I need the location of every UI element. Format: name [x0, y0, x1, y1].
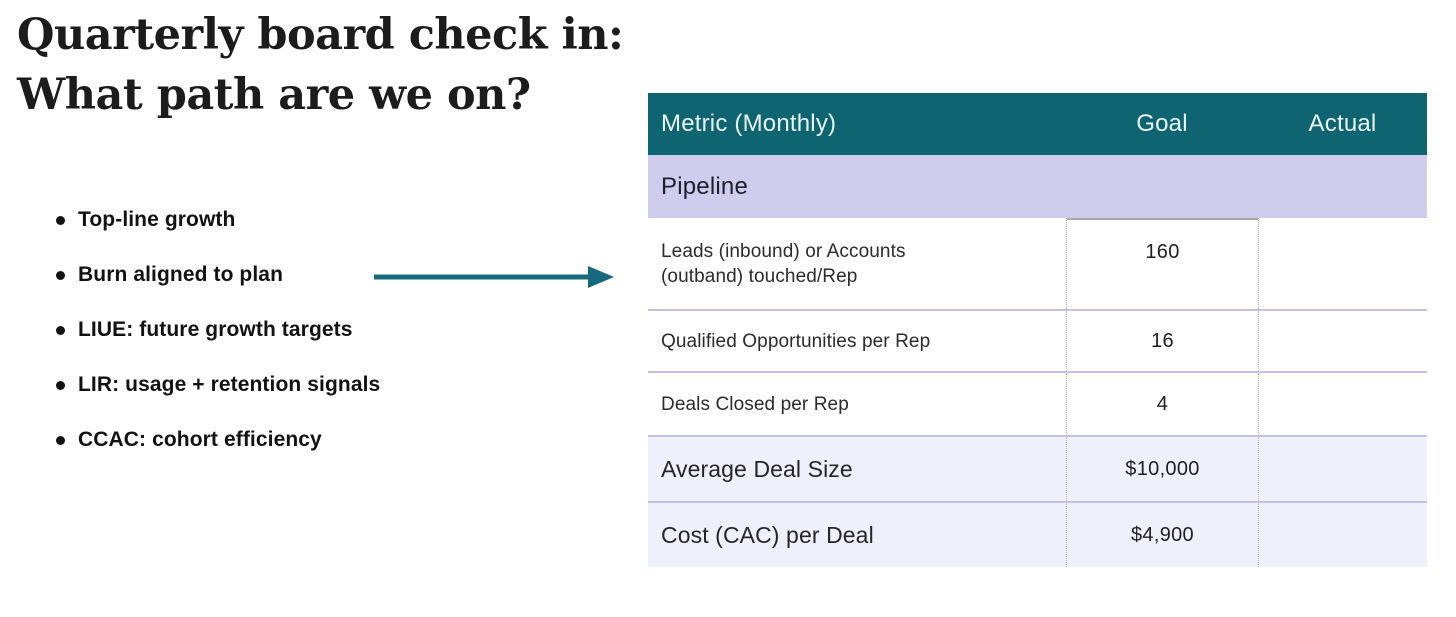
- goal-cell: 4: [1066, 373, 1258, 435]
- goal-cell: $4,900: [1066, 503, 1258, 567]
- table-row: Deals Closed per Rep 4: [648, 371, 1427, 435]
- bullet-item: Burn aligned to plan: [56, 261, 380, 289]
- page-title-line-1: Quarterly board check in:: [17, 10, 624, 60]
- section-row-pipeline: Pipeline: [648, 155, 1427, 218]
- table-row: Qualified Opportunities per Rep 16: [648, 309, 1427, 371]
- metric-cell: Leads (inbound) or Accounts (outband) to…: [661, 240, 906, 287]
- goal-cell: $10,000: [1066, 437, 1258, 501]
- table-row: Average Deal Size $10,000: [648, 435, 1427, 501]
- actual-cell: [1258, 218, 1427, 309]
- arrow-right-icon: [374, 266, 614, 288]
- bullet-item: LIUE: future growth targets: [56, 316, 380, 344]
- metric-cell: Qualified Opportunities per Rep: [661, 330, 931, 352]
- bullet-dot-icon: [56, 270, 65, 280]
- metric-cell: Cost (CAC) per Deal: [661, 521, 874, 548]
- actual-cell: [1258, 503, 1427, 567]
- metric-cell: Average Deal Size: [661, 455, 853, 482]
- metrics-table: Metric (Monthly) Goal Actual Pipeline Le…: [648, 93, 1427, 567]
- col-header-metric: Metric (Monthly): [661, 110, 837, 137]
- page-title-line-2: What path are we on?: [17, 70, 531, 120]
- bullet-dot-icon: [56, 435, 65, 445]
- col-header-goal: Goal: [1136, 110, 1188, 137]
- metric-cell: Deals Closed per Rep: [661, 393, 849, 415]
- bullet-item-label: LIR: usage + retention signals: [78, 373, 381, 396]
- bullet-item-label: LIUE: future growth targets: [78, 318, 353, 341]
- bullet-dot-icon: [56, 215, 65, 225]
- bullet-list: Top-line growth Burn aligned to plan LIU…: [56, 206, 380, 481]
- bullet-item-label: CCAC: cohort efficiency: [78, 428, 322, 451]
- bullet-item: Top-line growth: [56, 206, 380, 234]
- goal-cell: 16: [1066, 311, 1258, 371]
- bullet-dot-icon: [56, 380, 65, 390]
- table-row: Leads (inbound) or Accounts (outband) to…: [648, 218, 1427, 309]
- bullet-dot-icon: [56, 325, 65, 335]
- actual-cell: [1258, 437, 1427, 501]
- bullet-item: CCAC: cohort efficiency: [56, 426, 380, 454]
- goal-cell: 160: [1066, 218, 1258, 309]
- bullet-item-label: Top-line growth: [78, 208, 236, 231]
- page-title: Quarterly board check in: What path are …: [17, 5, 624, 125]
- actual-cell: [1258, 373, 1427, 435]
- col-header-actual: Actual: [1308, 110, 1377, 137]
- table-row: Cost (CAC) per Deal $4,900: [648, 501, 1427, 567]
- section-label: Pipeline: [661, 172, 748, 200]
- bullet-item-label: Burn aligned to plan: [78, 263, 283, 286]
- table-header-row: Metric (Monthly) Goal Actual: [648, 93, 1427, 155]
- bullet-item: LIR: usage + retention signals: [56, 371, 380, 399]
- actual-cell: [1258, 311, 1427, 371]
